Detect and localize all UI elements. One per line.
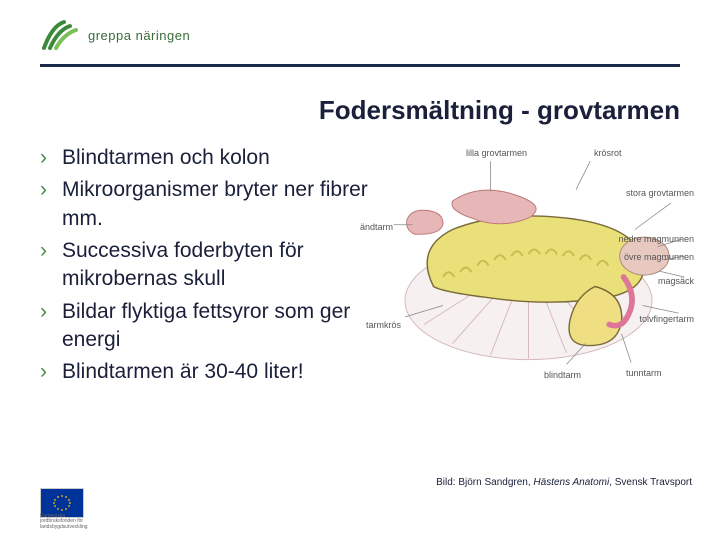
- figure-label: tarmkrös: [366, 320, 401, 330]
- list-item: Successiva foderbyten för mikrobernas sk…: [40, 237, 376, 294]
- figure-label: stora grovtarmen: [626, 188, 694, 198]
- image-credit: Bild: Björn Sandgren, Hästens Anatomi, S…: [436, 477, 692, 488]
- credit-title: Hästens Anatomi: [533, 477, 609, 488]
- slide-title: Fodersmältning - grovtarmen: [0, 95, 680, 126]
- brand-text: greppa näringen: [88, 28, 190, 43]
- content-row: Blindtarmen och kolon Mikroorganismer br…: [0, 144, 720, 391]
- figure-label: krösrot: [594, 148, 622, 158]
- credit-prefix: Bild: Björn Sandgren,: [436, 477, 533, 488]
- list-item: Bildar flyktiga fettsyror som ger energi: [40, 298, 376, 355]
- figure-label: magsäck: [658, 276, 694, 286]
- list-item: Mikroorganismer bryter ner fibrer mm.: [40, 176, 376, 233]
- figure-label: övre magmunnen: [624, 252, 694, 262]
- anatomy-figure: lilla grovtarmen krösrot stora grovtarme…: [386, 144, 690, 384]
- bullet-list: Blindtarmen och kolon Mikroorganismer br…: [40, 144, 376, 391]
- figure-label: lilla grovtarmen: [466, 148, 527, 158]
- eu-flag-caption: Europeiska jordbruksfonden för landsbygd…: [40, 514, 84, 531]
- credit-suffix: , Svensk Travsport: [609, 477, 692, 488]
- figure-label: tolvfingertarm: [639, 314, 694, 324]
- logo-leaf-icon: [40, 18, 80, 52]
- brand-logo: greppa näringen: [40, 18, 190, 52]
- figure-label: nedre magmunnen: [618, 234, 694, 244]
- header-rule: [40, 64, 680, 67]
- list-item: Blindtarmen och kolon: [40, 144, 376, 172]
- figure-label: blindtarm: [544, 370, 581, 380]
- figure-label: tunntarm: [626, 368, 662, 378]
- figure-label: ändtarm: [360, 222, 393, 232]
- list-item: Blindtarmen är 30-40 liter!: [40, 358, 376, 386]
- header: greppa näringen: [0, 0, 720, 60]
